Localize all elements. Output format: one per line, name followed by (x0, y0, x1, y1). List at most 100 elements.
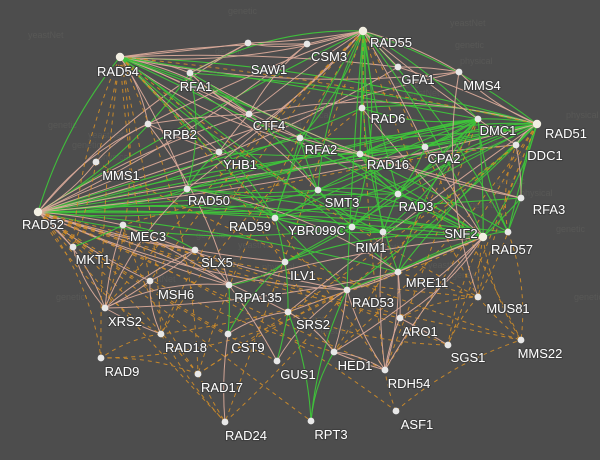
graph-node-mre11[interactable] (394, 268, 402, 276)
graph-node-rad9[interactable] (97, 354, 105, 362)
graph-node-rfa1[interactable] (186, 69, 194, 77)
graph-node-snf2[interactable] (478, 232, 488, 242)
edge-yeastnet (227, 284, 230, 335)
graph-node-mms22[interactable] (517, 336, 525, 344)
edge-physical (147, 123, 230, 286)
edge-yeastnet (119, 56, 384, 233)
graph-node-rad54[interactable] (115, 52, 125, 62)
graph-node-rad59[interactable] (271, 214, 279, 222)
edge-yeastnet (397, 146, 426, 195)
graph-node-rdh54[interactable] (381, 366, 389, 374)
edge-genetic (119, 56, 151, 282)
edge-physical (299, 137, 522, 199)
edge-physical (194, 249, 230, 286)
node-layer[interactable] (33, 26, 542, 426)
edge-physical (362, 30, 517, 146)
graph-node-hed1[interactable] (330, 348, 338, 356)
edge-physical (228, 284, 278, 362)
edge-physical (189, 72, 522, 199)
edge-physical (147, 123, 220, 153)
edge-genetic (384, 369, 397, 412)
edge-yeastnet (351, 30, 373, 228)
edge-genetic (37, 211, 397, 412)
graph-node-mms4[interactable] (455, 68, 463, 76)
edge-yeastnet (274, 217, 384, 234)
graph-node-rfa3[interactable] (517, 194, 525, 202)
graph-node-xrs2[interactable] (101, 304, 109, 312)
graph-node-ybr099c[interactable] (348, 223, 356, 231)
graph-node-asf1[interactable] (392, 407, 400, 415)
edge-physical (122, 224, 230, 286)
graph-node-mkt1[interactable] (69, 243, 77, 251)
graph-node-rad6[interactable] (358, 104, 366, 112)
edge-yeastnet (351, 226, 484, 239)
edge-genetic (395, 339, 522, 412)
graph-node-rad55[interactable] (358, 26, 368, 36)
graph-node-rad18[interactable] (157, 330, 165, 338)
edge-yeastnet (382, 227, 484, 238)
graph-node-rim1[interactable] (379, 228, 387, 236)
edge-yeastnet (37, 56, 121, 213)
edge-genetic (104, 56, 131, 309)
graph-node-rad57[interactable] (504, 228, 512, 236)
graph-node-mec3[interactable] (119, 221, 127, 229)
edge-physical (384, 317, 401, 371)
graph-node-mus81[interactable] (474, 293, 482, 301)
graph-node-csm3[interactable] (303, 40, 311, 48)
graph-node-ctf4[interactable] (245, 110, 253, 118)
edge-genetic (37, 211, 278, 362)
edge-yeastnet (284, 226, 353, 263)
edge-yeastnet (382, 193, 399, 233)
edge-yeastnet (299, 137, 484, 238)
edge-physical (333, 351, 386, 371)
edge-yeastnet (477, 118, 509, 233)
graph-node-gfa1[interactable] (394, 63, 402, 71)
edge-genetic (122, 144, 517, 226)
edge-genetic (37, 211, 102, 359)
graph-node-rad24[interactable] (221, 418, 229, 426)
edge-physical (397, 66, 460, 73)
edge-genetic (362, 30, 386, 371)
graph-node-rad17[interactable] (194, 370, 202, 378)
edge-physical (147, 113, 250, 125)
edge-physical (333, 236, 484, 353)
graph-node-rfa2[interactable] (296, 134, 304, 142)
graph-node-aro1[interactable] (396, 314, 404, 322)
graph-node-rpt3[interactable] (307, 417, 315, 425)
graph-node-rpa135[interactable] (225, 281, 233, 289)
edge-physical (218, 113, 250, 153)
graph-node-cpa2[interactable] (421, 143, 429, 151)
graph-node-rad16[interactable] (356, 150, 364, 158)
graph-node-rad51[interactable] (532, 119, 542, 129)
edge-yeastnet (37, 189, 319, 217)
graph-node-slx5[interactable] (191, 246, 199, 254)
graph-node-rad52[interactable] (33, 207, 43, 217)
graph-node-rad50[interactable] (183, 185, 191, 193)
edge-genetic (119, 56, 538, 125)
graph-node-gus1[interactable] (273, 357, 281, 365)
edge-genetic (160, 107, 363, 335)
edge-physical (37, 71, 460, 213)
edge-yeastnet (186, 151, 220, 190)
graph-node-yhb1[interactable] (215, 148, 223, 156)
graph-node-sgs1[interactable] (444, 341, 452, 349)
graph-node-rpb2[interactable] (144, 120, 152, 128)
edge-genetic (37, 211, 199, 375)
graph-node-mms1[interactable] (92, 158, 100, 166)
graph-node-rad53[interactable] (343, 286, 351, 294)
edge-physical (147, 30, 364, 125)
graph-node-smt3[interactable] (314, 186, 322, 194)
edge-physical (37, 211, 124, 226)
graph-node-dmc1[interactable] (474, 115, 482, 123)
graph-node-ilv1[interactable] (281, 258, 289, 266)
graph-node-rad3[interactable] (394, 190, 402, 198)
graph-node-cst9[interactable] (224, 330, 232, 338)
edge-genetic (37, 211, 401, 319)
edge-physical (149, 280, 162, 335)
graph-node-srs2[interactable] (284, 308, 292, 316)
graph-node-msh6[interactable] (146, 277, 154, 285)
graph-node-saw1[interactable] (244, 39, 252, 47)
graph-node-ddc1[interactable] (512, 141, 520, 149)
